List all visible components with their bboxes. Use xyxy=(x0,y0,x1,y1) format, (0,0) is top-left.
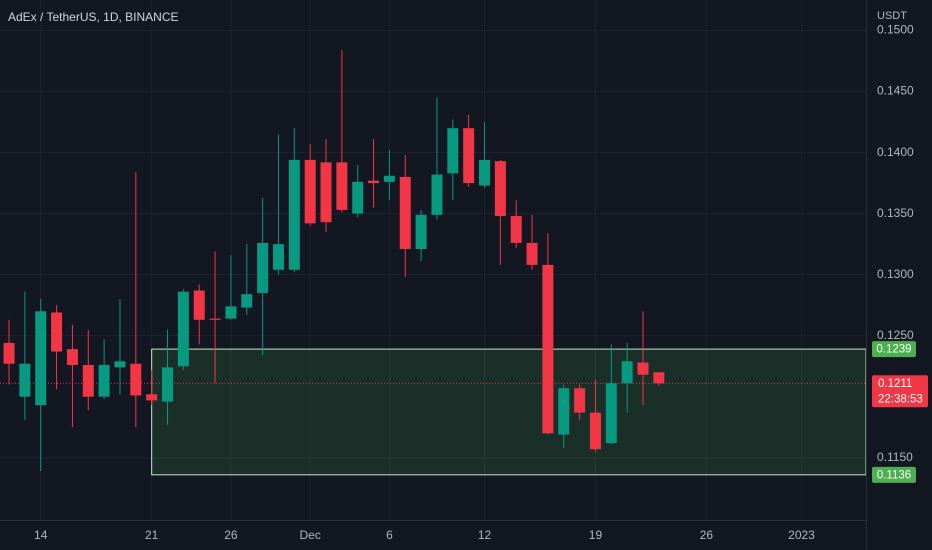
candle-body xyxy=(82,364,94,397)
candle-body xyxy=(19,363,31,397)
candle-body xyxy=(225,306,237,319)
x-tick-label: 26 xyxy=(224,528,238,542)
candle-body xyxy=(304,159,316,224)
candle-body xyxy=(130,363,142,396)
candle-body xyxy=(336,162,348,210)
candle-body xyxy=(177,291,189,367)
x-tick-label: 12 xyxy=(478,528,492,542)
candle-body xyxy=(209,318,221,320)
y-tick-label: 0.1250 xyxy=(877,328,914,342)
candle-body xyxy=(66,349,78,365)
y-tick-label: 0.1150 xyxy=(877,450,913,464)
x-tick-label: 19 xyxy=(589,528,603,542)
x-tick-label: 2023 xyxy=(788,528,815,542)
y-tick-label: 0.1450 xyxy=(877,84,914,98)
candle-body xyxy=(51,312,63,352)
candle-body xyxy=(621,361,633,384)
y-tick-label: 0.1400 xyxy=(877,145,914,159)
candle-body xyxy=(288,159,300,270)
y-unit: USDT xyxy=(877,10,907,22)
candle-body xyxy=(241,294,253,308)
y-tick-label: 0.1300 xyxy=(877,267,914,281)
candle-body xyxy=(35,311,47,406)
candle-body xyxy=(574,388,586,413)
candle-body xyxy=(558,388,570,435)
candle-body xyxy=(383,175,395,182)
candle-body xyxy=(589,412,601,450)
candle-body xyxy=(526,242,538,265)
candle-body xyxy=(368,180,380,184)
last-price-label: 0.1211 xyxy=(878,378,912,390)
x-tick-label: 14 xyxy=(34,528,48,542)
candle-body xyxy=(510,216,522,243)
candle-body xyxy=(257,242,269,293)
candle-body xyxy=(447,128,459,174)
candle-body xyxy=(463,128,475,184)
chart-title: AdEx / TetherUS, 1D, BINANCE xyxy=(8,10,179,24)
candles xyxy=(3,50,665,472)
zone-bottom-label-box xyxy=(872,466,916,483)
candle-body xyxy=(415,214,427,250)
zone-group xyxy=(0,348,867,476)
zone-top-label: 0.1239 xyxy=(876,344,911,356)
zone xyxy=(151,348,867,476)
candle-body xyxy=(320,162,332,223)
candle-body xyxy=(542,264,554,434)
candle-body xyxy=(431,174,443,215)
y-tick-label: 0.1350 xyxy=(877,206,914,220)
candle-body xyxy=(653,372,665,384)
candle-body xyxy=(494,161,506,217)
countdown: 22:38:53 xyxy=(878,393,923,405)
y-tick-label: 0.1500 xyxy=(877,23,914,37)
candle-body xyxy=(605,383,617,444)
candle-body xyxy=(637,362,649,375)
candle-body xyxy=(399,176,411,250)
zone-bottom-label: 0.1136 xyxy=(877,469,911,481)
last-price-box xyxy=(872,375,928,408)
candle-body xyxy=(479,159,491,186)
x-tick-label: 21 xyxy=(145,528,159,542)
candle-body xyxy=(352,181,364,214)
x-tick-label: 6 xyxy=(386,528,393,542)
candle-body xyxy=(272,244,284,270)
candle-body xyxy=(193,290,205,320)
x-tick-label: 26 xyxy=(700,528,714,542)
candle-body xyxy=(146,394,158,401)
candle-body xyxy=(98,364,110,397)
candle-body xyxy=(3,343,15,364)
zone-top-label-box xyxy=(872,341,916,358)
candle-body xyxy=(114,361,126,368)
candle-body xyxy=(162,367,174,402)
x-tick-label: Dec xyxy=(299,528,320,542)
